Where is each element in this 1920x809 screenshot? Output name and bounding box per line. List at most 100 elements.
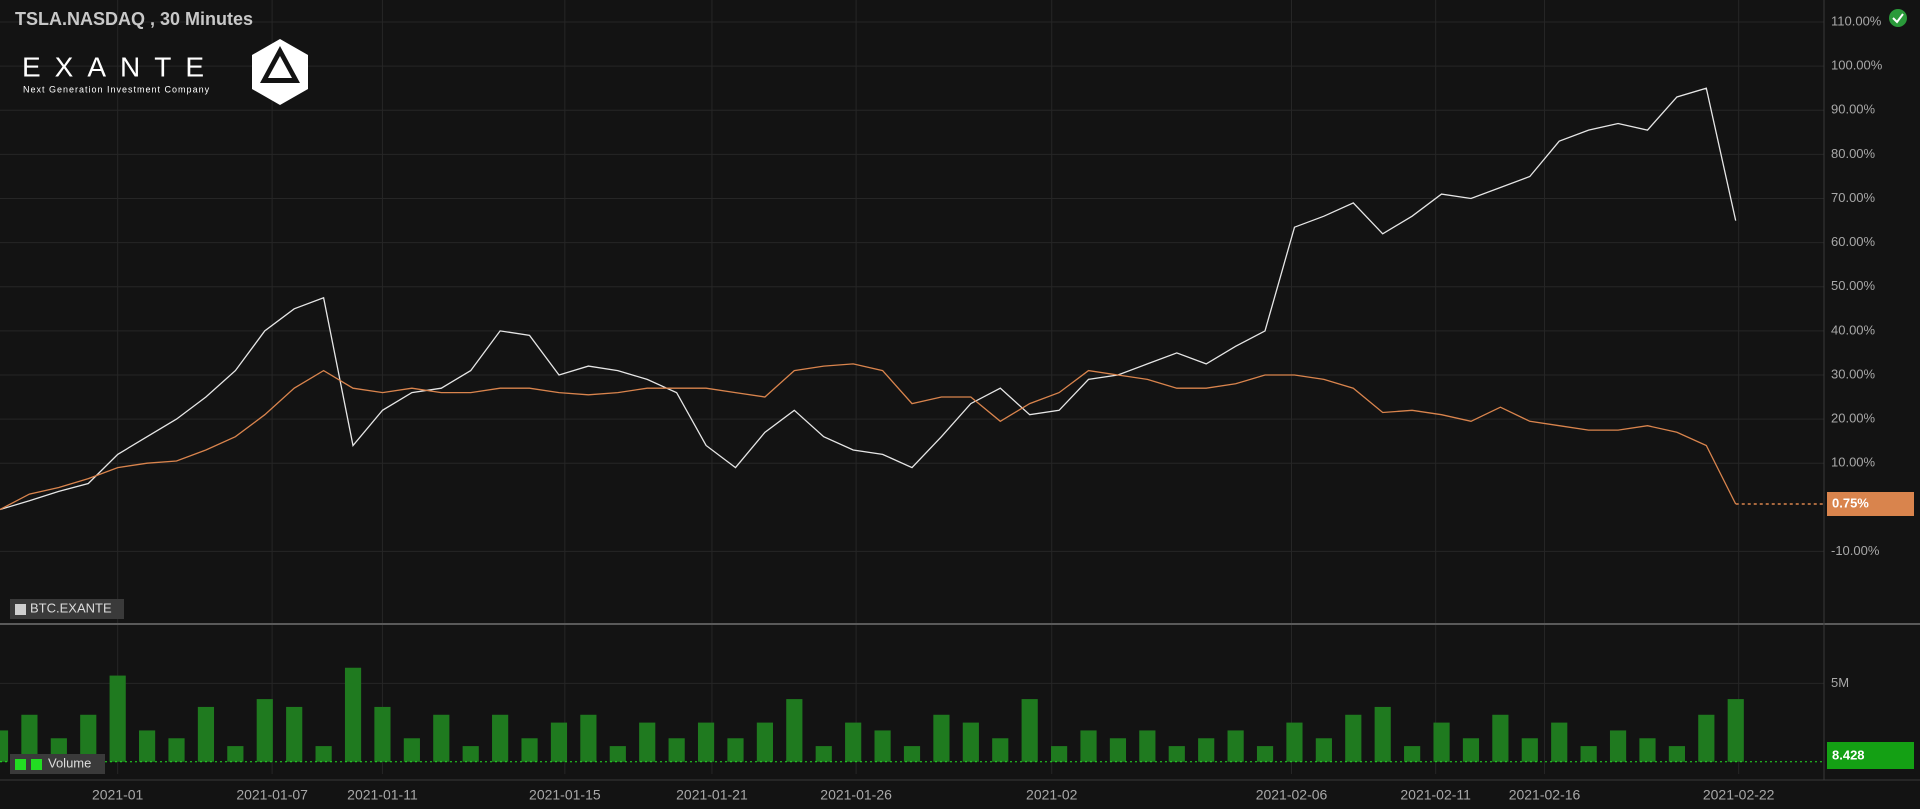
x-tick-label: 2021-02-22 — [1703, 787, 1775, 803]
volume-bar — [197, 706, 215, 762]
volume-bar — [1521, 738, 1538, 762]
volume-bar — [1080, 730, 1097, 762]
volume-swatch — [15, 759, 26, 770]
volume-bar — [580, 714, 597, 762]
volume-bar — [168, 738, 185, 762]
volume-legend-label: Volume — [48, 755, 91, 770]
x-tick-label: 2021-01-21 — [676, 787, 748, 803]
volume-bar — [492, 714, 509, 762]
logo-icon — [252, 39, 308, 105]
volume-swatch — [31, 759, 42, 770]
volume-bar — [1551, 722, 1568, 762]
volume-bar — [1227, 730, 1244, 762]
volume-bar — [315, 746, 332, 762]
volume-bar — [1315, 738, 1332, 762]
volume-bar — [668, 738, 685, 762]
volume-bar — [1668, 746, 1685, 762]
volume-bar — [109, 675, 126, 762]
y-tick-label: 40.00% — [1831, 322, 1876, 337]
volume-bar — [1639, 738, 1656, 762]
y-tick-label: 30.00% — [1831, 366, 1876, 381]
chart-title: TSLA.NASDAQ , 30 Minutes — [15, 9, 253, 29]
last-price-tag — [1827, 491, 1914, 516]
y-tick-label: -10.00% — [1831, 543, 1880, 558]
volume-bar — [403, 738, 420, 762]
x-tick-label: 2021-01-11 — [347, 787, 418, 803]
last-price-label: 0.75% — [1832, 495, 1869, 510]
volume-bar — [80, 714, 97, 762]
x-tick-label: 2021-02-16 — [1509, 787, 1581, 803]
volume-bar — [992, 738, 1009, 762]
volume-bar — [1168, 746, 1185, 762]
volume-bar — [1609, 730, 1627, 762]
volume-bar — [1256, 746, 1274, 762]
y-tick-label: 80.00% — [1831, 146, 1876, 161]
y-tick-label: 110.00% — [1831, 13, 1882, 28]
y-tick-label: 50.00% — [1831, 278, 1876, 293]
volume-bar — [962, 722, 979, 762]
volume-bar — [521, 738, 538, 762]
volume-bar — [227, 746, 244, 762]
volume-bar — [874, 730, 891, 762]
volume-bar — [1139, 730, 1156, 762]
status-check — [1892, 13, 1904, 24]
volume-bar — [1109, 738, 1127, 762]
y-tick-label: 100.00% — [1831, 58, 1883, 73]
volume-bar — [1698, 714, 1715, 762]
volume-bar — [1345, 714, 1362, 762]
volume-bar — [1021, 699, 1038, 762]
legend-label: BTC.EXANTE — [30, 600, 112, 615]
volume-bar — [933, 714, 950, 762]
legend-swatch — [15, 604, 26, 615]
volume-bar — [1727, 699, 1744, 762]
volume-bar — [1492, 714, 1509, 762]
volume-bar — [1433, 722, 1450, 762]
marks: 0.75% 8.428 — [0, 87, 1914, 769]
volume-bar — [756, 722, 773, 762]
logo-tagline: Next Generation Investment Company — [23, 84, 210, 94]
volume-bar — [1404, 746, 1421, 762]
volume-bar — [903, 746, 921, 762]
x-tick-label: 2021-01-26 — [820, 787, 892, 803]
y-tick-label: 90.00% — [1831, 102, 1876, 117]
legend-box[interactable] — [10, 599, 124, 619]
volume-bar — [462, 746, 479, 762]
volume-bar — [639, 722, 656, 762]
x-tick-label: 2021-02-11 — [1400, 787, 1471, 803]
volume-bar — [139, 730, 156, 762]
volume-bar — [609, 746, 626, 762]
x-tick-label: 2021-01-07 — [236, 787, 308, 803]
volume-bar — [727, 738, 744, 762]
volume-bar — [1374, 706, 1391, 762]
volume-bar — [1198, 738, 1215, 762]
volume-bar — [697, 722, 715, 762]
x-tick-label: 2021-02 — [1026, 787, 1078, 803]
volume-bar — [1051, 746, 1068, 762]
volume-tag-label: 8.428 — [1832, 747, 1865, 762]
logo-text: EXANTE — [22, 51, 218, 82]
volume-bar — [1286, 722, 1303, 762]
volume-bar — [433, 714, 450, 762]
y-tick-label: 60.00% — [1831, 234, 1876, 249]
x-tick-label: 2021-02-06 — [1256, 787, 1328, 803]
volume-bar — [786, 699, 803, 762]
x-tick-label: 2021-01 — [92, 787, 144, 803]
status-icon — [1889, 9, 1907, 27]
volume-bar — [845, 722, 862, 762]
volume-bar — [374, 706, 391, 762]
y-tick-label: 10.00% — [1831, 455, 1876, 470]
volume-bar — [815, 746, 832, 762]
volume-bar — [21, 714, 38, 762]
y-tick-label: 20.00% — [1831, 411, 1876, 426]
y-tick-label: 70.00% — [1831, 190, 1876, 205]
x-tick-label: 2021-01-15 — [529, 787, 601, 803]
volume-bar — [344, 667, 362, 762]
volume-bar — [550, 722, 568, 762]
volume-bar — [286, 706, 303, 762]
volume-tag — [1827, 742, 1914, 769]
volume-bar — [256, 699, 273, 762]
volume-bar — [1462, 738, 1480, 762]
volume-bar — [0, 730, 9, 762]
